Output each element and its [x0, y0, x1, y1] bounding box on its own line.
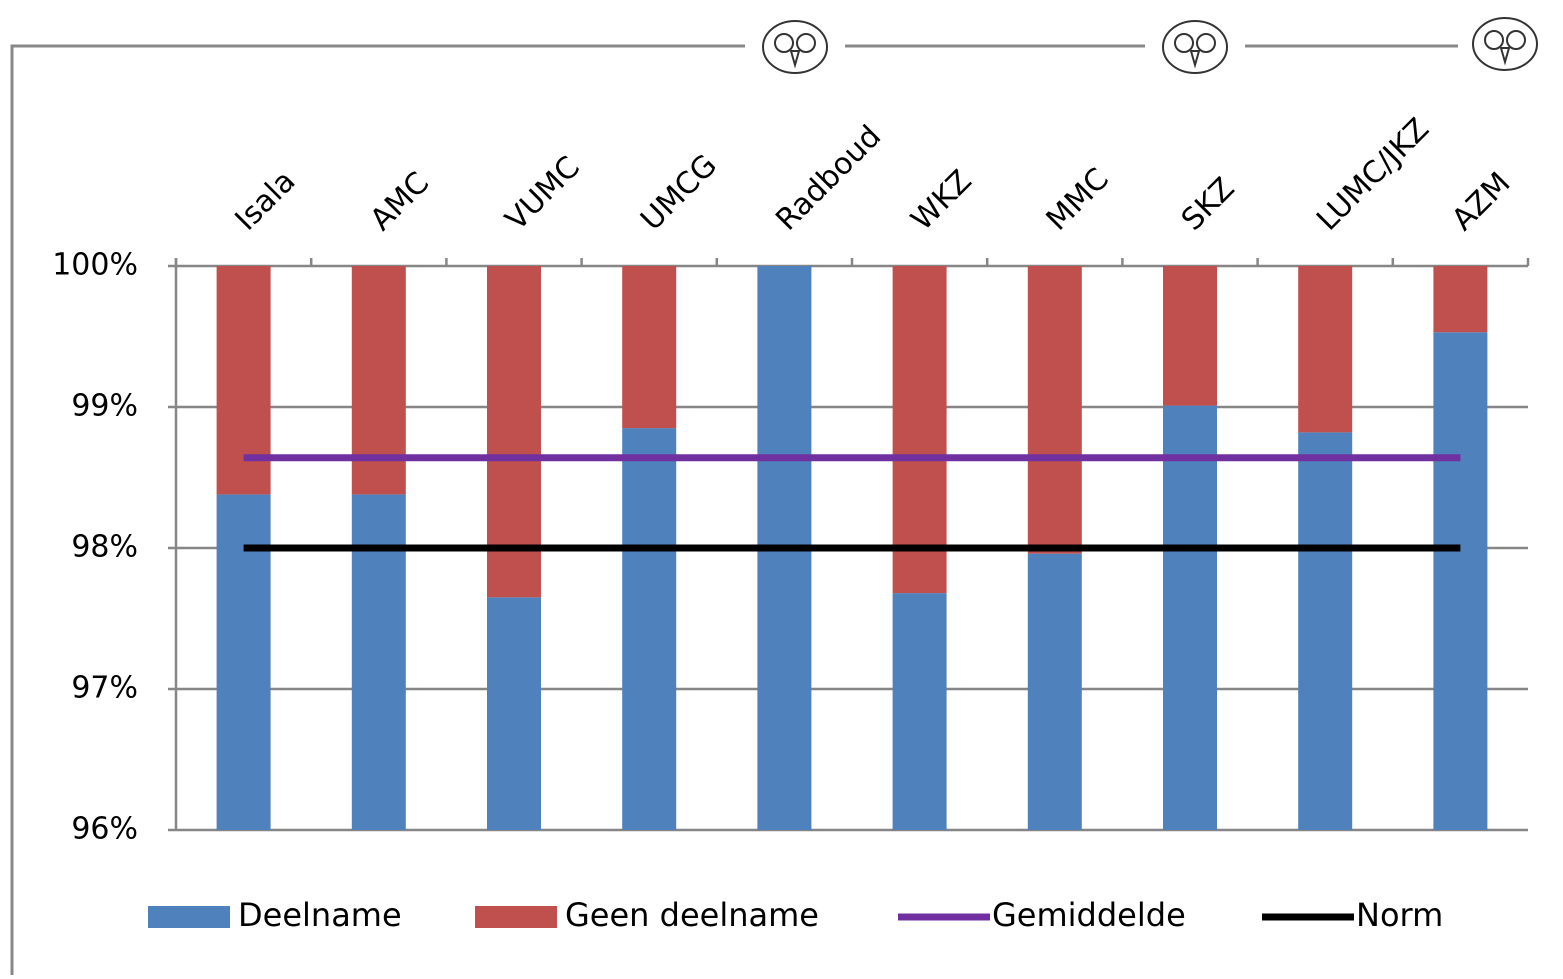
legend-label: Deelname — [238, 896, 402, 934]
bar-segment — [1298, 266, 1353, 433]
frame — [10, 44, 1458, 975]
x-tick-label: LUMC/JKZ — [1310, 112, 1436, 238]
x-tick-label: MMC — [1040, 161, 1116, 237]
legend-label: Norm — [1356, 896, 1443, 934]
y-tick-label: 100% — [52, 248, 138, 283]
bar-segment — [487, 597, 541, 830]
owl — [1162, 20, 1228, 74]
x-tick-label: VUMC — [499, 150, 587, 238]
x-tick-label: SKZ — [1175, 171, 1242, 238]
bar-segment — [1163, 405, 1217, 830]
x-tick-label: Radboud — [769, 119, 888, 238]
frame-line — [10, 44, 745, 975]
bar-segment — [622, 428, 677, 830]
y-tick-label: 96% — [71, 812, 138, 847]
y-tick-label: 99% — [71, 389, 138, 424]
bar-segment — [487, 266, 541, 598]
bar-segment — [1027, 553, 1082, 830]
bar-segment — [1027, 266, 1082, 554]
legend-label: Gemiddelde — [992, 896, 1186, 934]
x-tick-label: AMC — [364, 165, 436, 237]
bar-segment — [622, 266, 677, 429]
bar-segment — [1433, 332, 1488, 830]
bar-segment — [1163, 266, 1217, 406]
owl-icons — [762, 17, 1538, 74]
x-tick-label: Isala — [229, 164, 303, 238]
bar-segment — [892, 266, 947, 594]
x-tick-label: UMCG — [634, 148, 724, 238]
x-tick-label: WKZ — [905, 163, 979, 237]
legend-swatch — [475, 906, 557, 928]
bar-segment — [892, 593, 947, 830]
legend-swatch — [148, 906, 230, 928]
x-tick-label: AZM — [1445, 166, 1517, 238]
y-tick-label: 97% — [71, 671, 138, 706]
bar-segment — [1433, 266, 1488, 333]
y-tick-label: 98% — [71, 530, 138, 565]
legend-label: Geen deelname — [565, 896, 819, 934]
bar-segment — [1298, 432, 1353, 830]
owl — [762, 20, 828, 74]
owl — [1472, 17, 1538, 71]
